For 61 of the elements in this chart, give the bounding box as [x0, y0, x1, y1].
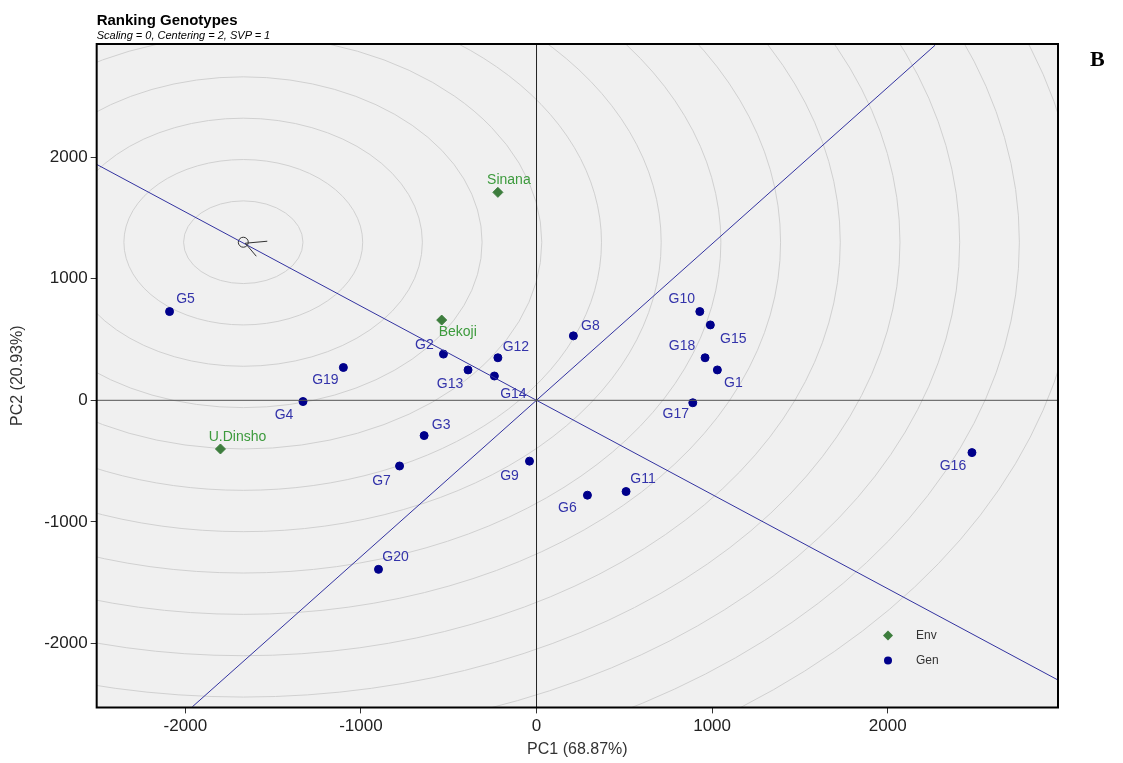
y-tick-label: 2000 [49, 146, 88, 166]
annotation: G13 [436, 374, 464, 391]
annotation: G9 [500, 466, 520, 483]
point [621, 487, 631, 497]
annotation: Sinana [487, 171, 531, 188]
x-axis-title: PC1 (68.87%) [527, 739, 628, 757]
legend-label: Env [916, 627, 937, 642]
text: B [1090, 46, 1105, 71]
annotation: U.Dinsho [208, 427, 267, 444]
annotation: G11 [630, 470, 656, 487]
y-tick-label: 1000 [49, 268, 88, 288]
x-tick-label: -1000 [339, 716, 383, 736]
chart-title: Ranking Genotypes [96, 11, 238, 28]
annotation: G18 [668, 336, 696, 353]
point [237, 236, 249, 248]
annotation: G4 [274, 406, 294, 423]
y-tick-label: 0 [78, 390, 88, 410]
annotation: G5 [176, 290, 196, 307]
annotation: G6 [558, 499, 577, 516]
annotation: G1 [724, 373, 743, 390]
annotation: G3 [431, 416, 451, 433]
x-tick-label: 1000 [693, 716, 732, 736]
annotation: G14 [500, 384, 527, 401]
y-tick-label: -2000 [44, 633, 88, 653]
annotation: G10 [668, 290, 696, 307]
x-tick-label: -2000 [163, 716, 208, 736]
annotation: G7 [372, 471, 392, 488]
annotation: G8 [581, 316, 600, 333]
point [493, 353, 503, 363]
annotation: G2 [415, 335, 434, 352]
point [338, 362, 348, 372]
point [395, 461, 405, 471]
point [463, 365, 473, 375]
y-axis-title: PC2 (20.93%) [8, 325, 26, 426]
x-tick-label: 0 [531, 716, 542, 736]
annotation: G20 [382, 548, 409, 565]
legend-label: Gen [916, 652, 939, 667]
point [700, 353, 710, 363]
chart-subtitle: Scaling = 0, Centering = 2, SVP = 1 [96, 29, 271, 41]
point [165, 307, 175, 317]
point [492, 186, 504, 198]
annotation: G16 [939, 457, 967, 474]
annotation: G15 [720, 329, 747, 346]
point [214, 443, 226, 455]
point [419, 431, 429, 441]
point [967, 448, 977, 458]
y-tick-label: -1000 [44, 511, 88, 531]
x-tick-label: 2000 [868, 716, 907, 736]
point [695, 307, 705, 317]
point [524, 456, 534, 466]
annotation: G12 [502, 337, 530, 354]
point [705, 320, 715, 330]
annotation: G19 [312, 371, 339, 388]
point [373, 564, 383, 574]
point [568, 331, 578, 341]
point [712, 365, 722, 375]
annotation: Bekoji [438, 322, 477, 339]
annotation: G17 [662, 404, 690, 421]
point [582, 490, 592, 500]
point [436, 314, 448, 326]
point [438, 349, 448, 359]
